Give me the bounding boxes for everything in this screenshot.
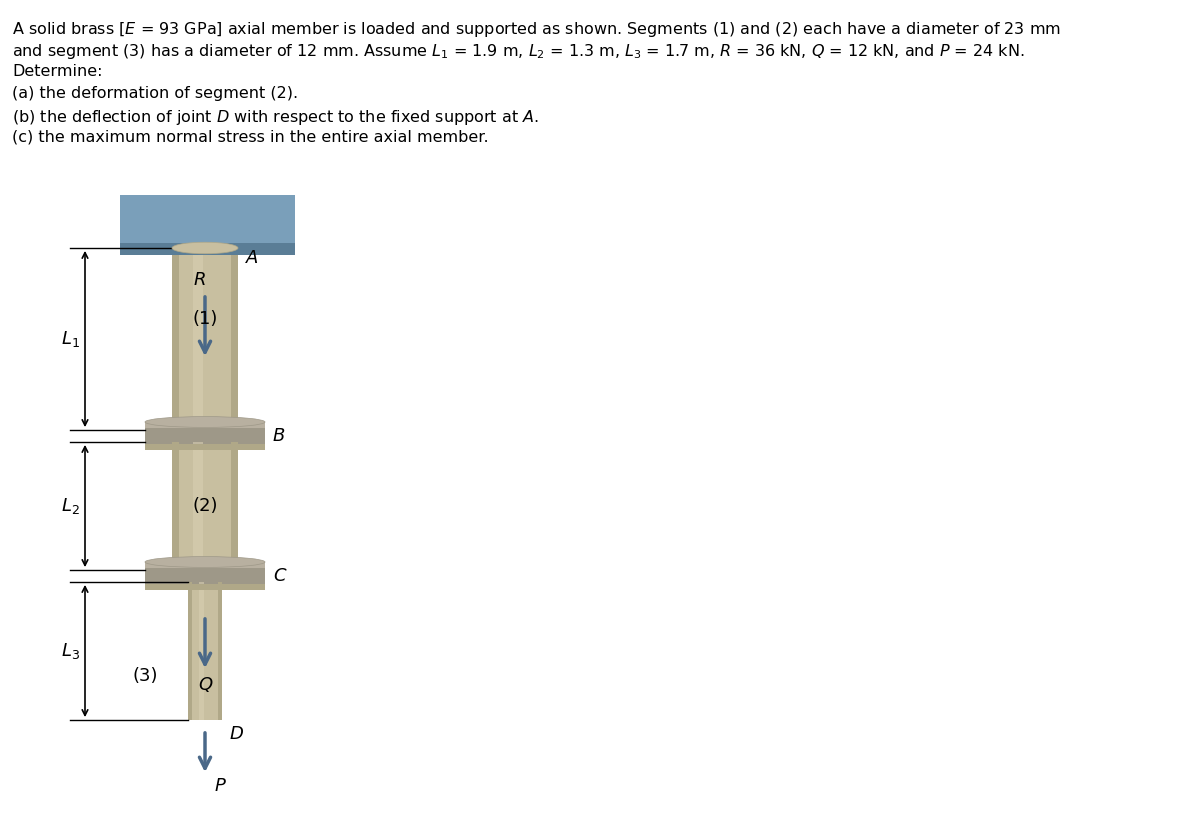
Bar <box>145 444 265 450</box>
Text: and segment (3) has a diameter of 12 mm. Assume $L_1$ = 1.9 m, $L_2$ = 1.3 m, $L: and segment (3) has a diameter of 12 mm.… <box>12 42 1025 61</box>
Bar <box>193 442 203 570</box>
Bar <box>230 442 238 570</box>
Text: $L_1$: $L_1$ <box>61 329 80 349</box>
Text: (c) the maximum normal stress in the entire axial member.: (c) the maximum normal stress in the ent… <box>12 130 488 145</box>
Bar <box>172 248 179 430</box>
Bar <box>172 442 179 570</box>
Text: B: B <box>274 427 286 445</box>
Bar <box>145 585 265 590</box>
Text: Determine:: Determine: <box>12 64 102 79</box>
Bar <box>199 582 204 720</box>
Text: $L_3$: $L_3$ <box>61 641 80 661</box>
Text: R: R <box>193 271 206 289</box>
Text: (a) the deformation of segment (2).: (a) the deformation of segment (2). <box>12 86 298 101</box>
Bar <box>188 582 192 720</box>
Bar <box>230 248 238 430</box>
Bar <box>193 248 203 430</box>
Text: (2): (2) <box>192 497 217 515</box>
Text: A solid brass [$E$ = 93 GPa] axial member is loaded and supported as shown. Segm: A solid brass [$E$ = 93 GPa] axial membe… <box>12 20 1061 39</box>
Bar <box>145 562 265 567</box>
Text: (b) the deflection of joint $D$ with respect to the fixed support at $A$.: (b) the deflection of joint $D$ with res… <box>12 108 539 127</box>
Bar <box>120 243 295 255</box>
Text: A: A <box>246 249 258 267</box>
Bar <box>145 422 265 428</box>
Ellipse shape <box>145 416 265 427</box>
Text: $L_2$: $L_2$ <box>61 496 80 516</box>
Ellipse shape <box>145 557 265 567</box>
Ellipse shape <box>172 242 238 254</box>
Text: (3): (3) <box>132 667 158 685</box>
Text: (1): (1) <box>192 310 217 328</box>
Text: C: C <box>274 567 286 585</box>
Bar <box>145 422 265 450</box>
Bar <box>188 582 222 720</box>
Text: Q: Q <box>198 676 212 694</box>
Text: P: P <box>215 777 226 795</box>
Bar <box>120 195 295 255</box>
Bar <box>172 442 238 570</box>
Bar <box>218 582 222 720</box>
Bar <box>145 562 265 590</box>
Text: D: D <box>230 725 244 743</box>
Bar <box>172 248 238 430</box>
